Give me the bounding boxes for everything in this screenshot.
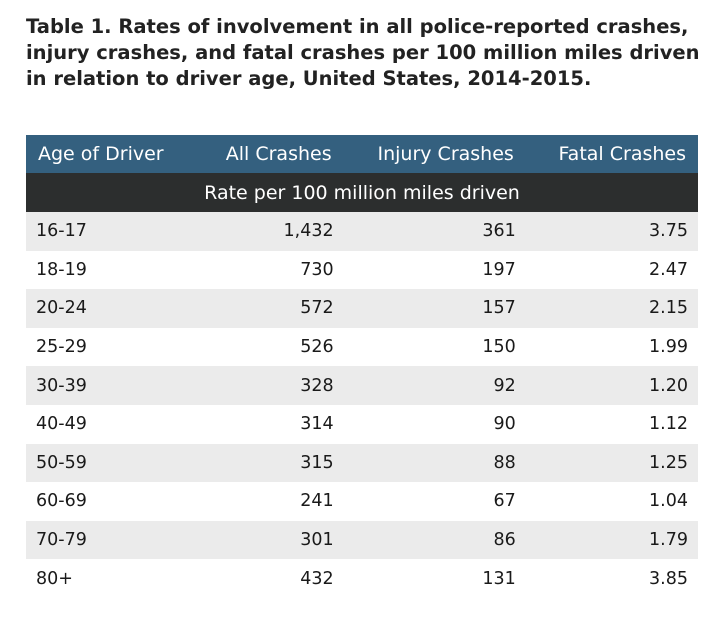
- table-cell: 30-39: [26, 366, 197, 405]
- table-cell: 1.99: [525, 327, 698, 367]
- table-cell: 328: [196, 366, 344, 405]
- table-cell: 315: [196, 443, 344, 483]
- table-cell: 1.04: [525, 482, 698, 521]
- table-cell: 314: [196, 404, 344, 444]
- table-cell: 361: [343, 212, 526, 251]
- table-cell: 1.20: [525, 366, 698, 405]
- header-fatal-crashes: Fatal Crashes: [525, 135, 698, 173]
- table-title: Table 1. Rates of involvement in all pol…: [26, 15, 700, 90]
- table-cell: 20-24: [26, 289, 197, 328]
- table-cell: 730: [196, 250, 344, 290]
- table-row: 30-39 328 92 1.20: [26, 366, 698, 405]
- table-cell: 40-49: [26, 404, 197, 444]
- table-cell: 80+: [26, 559, 197, 598]
- table-cell: 241: [196, 482, 344, 521]
- table-cell: 2.15: [525, 289, 698, 328]
- table-cell: 88: [343, 443, 526, 483]
- table-cell: 150: [343, 327, 526, 367]
- table-row: 80+ 432 131 3.85: [26, 559, 698, 598]
- table-cell: 432: [196, 559, 344, 598]
- table-row: 40-49 314 90 1.12: [26, 404, 698, 444]
- crash-rates-table: Age of Driver All Crashes Injury Crashes…: [26, 135, 698, 598]
- table-cell: 1,432: [196, 212, 344, 251]
- table-cell: 50-59: [26, 443, 197, 483]
- subheader: Rate per 100 million miles driven: [26, 173, 698, 212]
- table-cell: 90: [343, 404, 526, 444]
- table-cell: 131: [343, 559, 526, 598]
- table-row: 25-29 526 150 1.99: [26, 327, 698, 367]
- table-cell: 18-19: [26, 250, 197, 290]
- header-injury-crashes: Injury Crashes: [343, 135, 526, 173]
- table-cell: 25-29: [26, 327, 197, 367]
- table-cell: 1.12: [525, 404, 698, 444]
- table-cell: 572: [196, 289, 344, 328]
- table-cell: 1.25: [525, 443, 698, 483]
- table-row: 70-79 301 86 1.79: [26, 520, 698, 560]
- table-row: 20-24 572 157 2.15: [26, 289, 698, 328]
- table-cell: 67: [343, 482, 526, 521]
- table-cell: 2.47: [525, 250, 698, 290]
- table-cell: 157: [343, 289, 526, 328]
- table-cell: 92: [343, 366, 526, 405]
- table-cell: 197: [343, 250, 526, 290]
- table-cell: 301: [196, 520, 344, 560]
- table-cell: 3.75: [525, 212, 698, 251]
- table-cell: 70-79: [26, 520, 197, 560]
- table-cell: 1.79: [525, 520, 698, 560]
- header-age: Age of Driver: [26, 135, 197, 173]
- table-row: 50-59 315 88 1.25: [26, 443, 698, 483]
- table-cell: 526: [196, 327, 344, 367]
- table-row: 60-69 241 67 1.04: [26, 482, 698, 521]
- table-cell: 16-17: [26, 212, 197, 251]
- table-row: 18-19 730 197 2.47: [26, 250, 698, 290]
- table-cell: 60-69: [26, 482, 197, 521]
- header-all-crashes: All Crashes: [196, 135, 344, 173]
- table-cell: 3.85: [525, 559, 698, 598]
- table-cell: 86: [343, 520, 526, 560]
- table-row: 16-17 1,432 361 3.75: [26, 212, 698, 251]
